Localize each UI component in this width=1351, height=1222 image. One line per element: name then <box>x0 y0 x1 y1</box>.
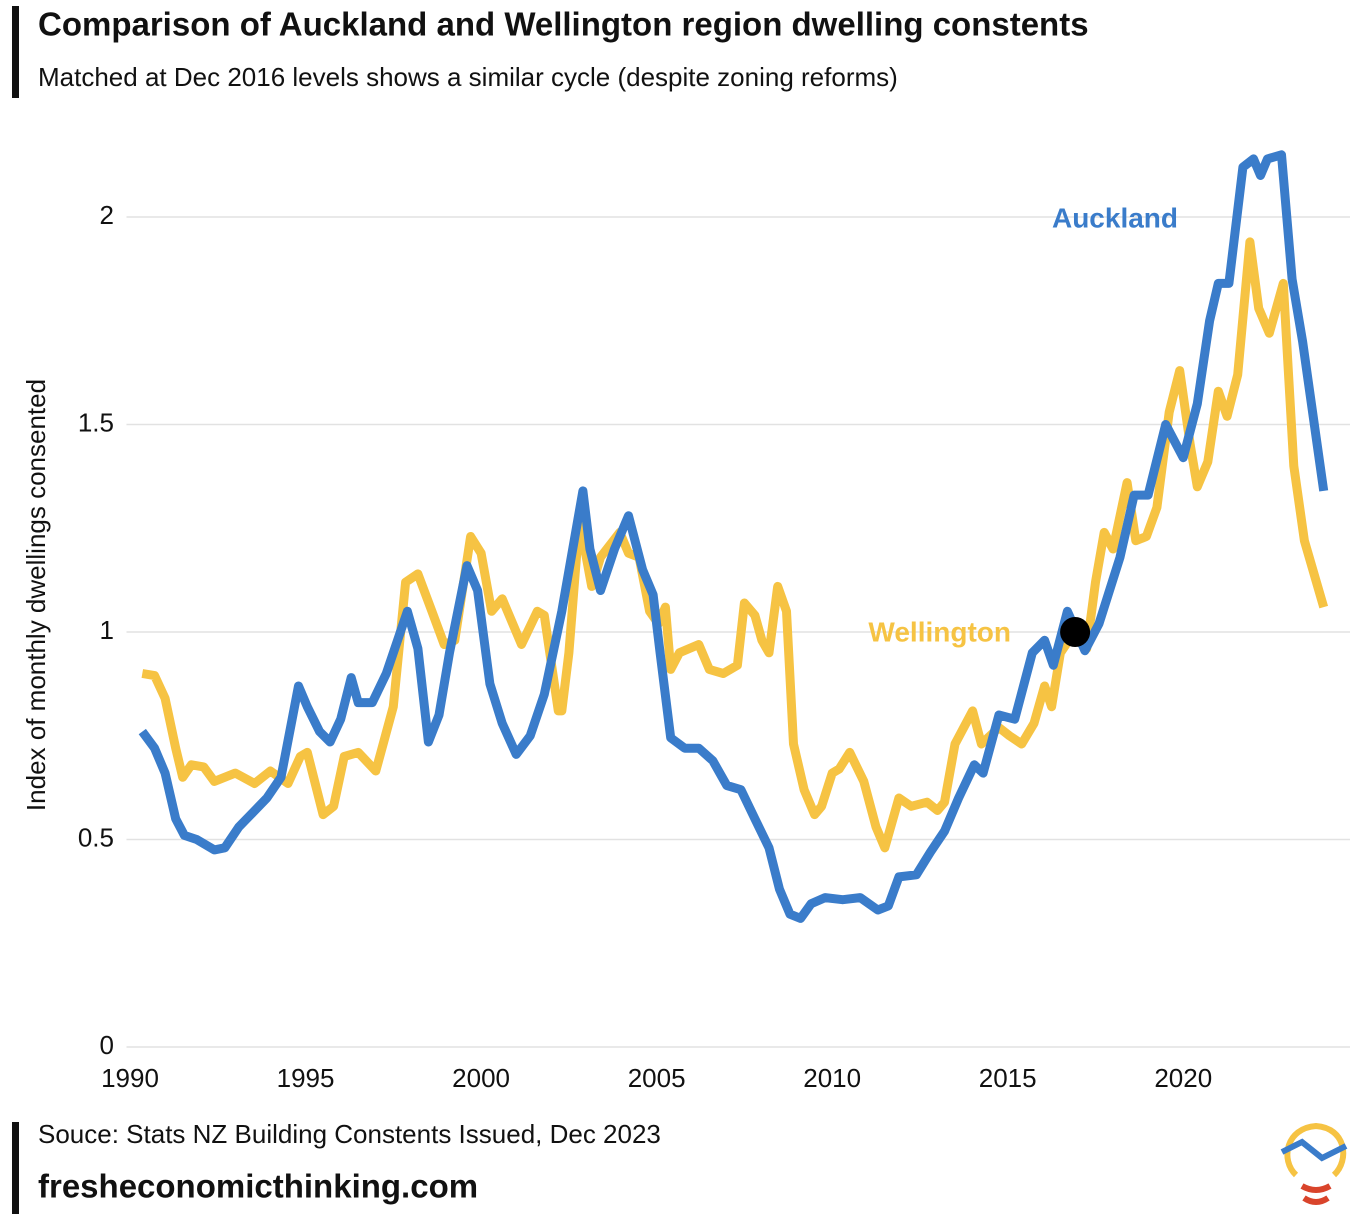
x-tick-label: 1995 <box>277 1063 335 1093</box>
y-tick-label: 2 <box>100 200 114 230</box>
x-tick-label: 2000 <box>452 1063 510 1093</box>
x-tick-label: 2005 <box>628 1063 686 1093</box>
series-label: Auckland <box>1052 202 1178 233</box>
website: fresheconomicthinking.com <box>38 1168 478 1205</box>
x-tick-label: 2010 <box>803 1063 861 1093</box>
series-line <box>141 237 1329 853</box>
logo <box>1280 1122 1348 1205</box>
source: Souce: Stats NZ Building Constents Issue… <box>38 1119 661 1149</box>
x-tick-label: 2020 <box>1154 1063 1212 1093</box>
x-tick-label: 1990 <box>101 1063 159 1093</box>
series-line <box>138 150 1329 923</box>
y-tick-label: 0.5 <box>78 822 114 852</box>
y-tick-label: 1.5 <box>78 407 114 437</box>
y-tick-label: 1 <box>100 615 114 645</box>
title-bar <box>12 6 19 98</box>
y-tick-label: 0 <box>100 1030 114 1060</box>
series-label: Wellington <box>868 616 1011 647</box>
x-tick-label: 2015 <box>979 1063 1037 1093</box>
y-axis-label: Index of monthly dwellings consented <box>21 379 51 811</box>
footer-bar <box>12 1122 19 1214</box>
chart-title: Comparison of Auckland and Wellington re… <box>38 6 1089 43</box>
chart-subtitle: Matched at Dec 2016 levels shows a simil… <box>38 62 898 92</box>
highlight-point <box>1060 617 1091 647</box>
